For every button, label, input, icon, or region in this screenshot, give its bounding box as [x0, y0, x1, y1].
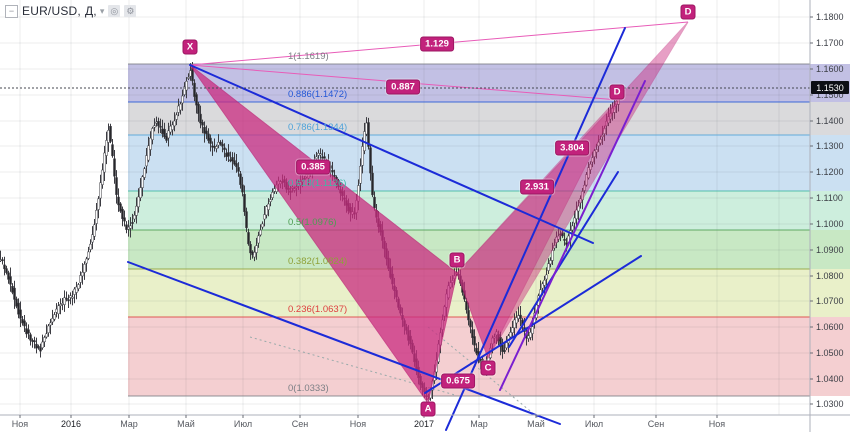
trendline-resistance-from-X[interactable] [189, 64, 594, 244]
pattern-point-badge-D[interactable]: D [680, 4, 696, 20]
pattern-point-badge-C[interactable]: C [480, 360, 496, 376]
ratio-badge-2.931[interactable]: 2.931 [520, 179, 554, 195]
fib-level-label[interactable]: 0.382(1.0824) [288, 256, 348, 267]
fib-level-label[interactable]: 1(1.1619) [288, 51, 329, 62]
fib-level-label[interactable]: 0(1.0333) [288, 383, 329, 394]
pattern-point-badge-B[interactable]: B [449, 252, 465, 268]
ratio-badge-1.129[interactable]: 1.129 [420, 36, 454, 52]
interval-label[interactable]: Д, [84, 4, 97, 18]
fib-level-label[interactable]: 0.886(1.1472) [288, 89, 348, 100]
trendline-violet-rising[interactable] [499, 80, 646, 391]
dotted-guide-line [249, 336, 456, 396]
fib-level-label[interactable]: 0.236(1.0637) [288, 304, 348, 315]
fib-level-label[interactable]: 0.786(1.1344) [288, 122, 348, 133]
pattern-point-badge-A[interactable]: A [420, 401, 436, 417]
pattern-point-badge-X[interactable]: X [182, 39, 198, 55]
settings-icon[interactable]: ⚙ [124, 5, 137, 17]
dotted-guide-line [427, 326, 541, 420]
symbol-legend[interactable]: − EUR/USD, Д, ▾ ◎ ⚙ [5, 4, 137, 18]
fib-zone [128, 64, 850, 102]
fib-level-label[interactable]: 0.5(1.0976) [288, 217, 337, 228]
ratio-badge-3.804[interactable]: 3.804 [555, 140, 589, 156]
collapse-icon[interactable]: − [5, 4, 18, 18]
pattern-point-badge-D[interactable]: D [609, 84, 625, 100]
visibility-icon[interactable]: ◎ [108, 5, 121, 17]
symbol-name[interactable]: EUR/USD, [22, 4, 81, 18]
trendline-rising-steepest[interactable] [445, 27, 626, 431]
ratio-badge-0.675[interactable]: 0.675 [441, 373, 475, 389]
ratio-badge-0.887[interactable]: 0.887 [386, 79, 420, 95]
trendline-support-descending[interactable] [127, 261, 561, 425]
trendline-rising-through-C[interactable] [424, 255, 642, 394]
ratio-badge-0.385[interactable]: 0.385 [296, 159, 330, 175]
chevron-down-icon[interactable]: ▾ [99, 5, 105, 16]
fib-level-label[interactable]: 0.618(1.1126) [288, 178, 347, 189]
fib-zone [128, 269, 850, 317]
current-price-badge[interactable]: 1.1530 [811, 81, 849, 94]
trendline-rising-steep-right[interactable] [508, 171, 619, 348]
